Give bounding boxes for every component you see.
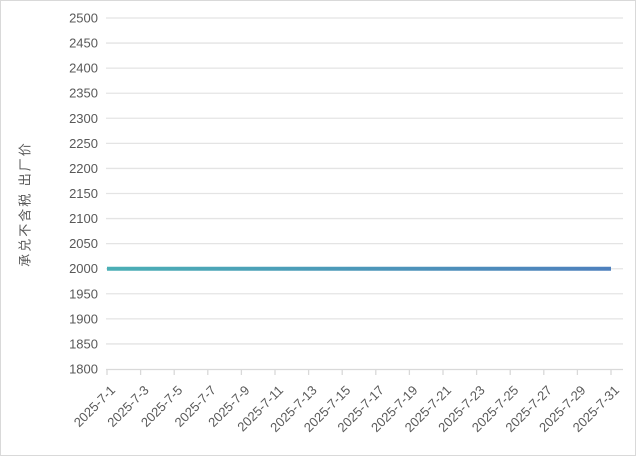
y-tick-label: 2400 — [69, 61, 98, 76]
y-tick-label: 2050 — [69, 236, 98, 251]
y-tick-label: 2450 — [69, 36, 98, 51]
y-tick-label: 2100 — [69, 211, 98, 226]
y-tick-label: 2500 — [69, 11, 98, 26]
y-tick-label: 2150 — [69, 186, 98, 201]
y-tick-label: 2200 — [69, 161, 98, 176]
y-tick-label: 1900 — [69, 311, 98, 326]
y-tick-label: 2000 — [69, 261, 98, 276]
y-tick-label: 1850 — [69, 336, 98, 351]
y-tick-label: 2250 — [69, 136, 98, 151]
y-tick-label: 1800 — [69, 362, 98, 377]
y-tick-label: 1950 — [69, 286, 98, 301]
y-tick-label: 2350 — [69, 86, 98, 101]
y-tick-label: 2300 — [69, 111, 98, 126]
